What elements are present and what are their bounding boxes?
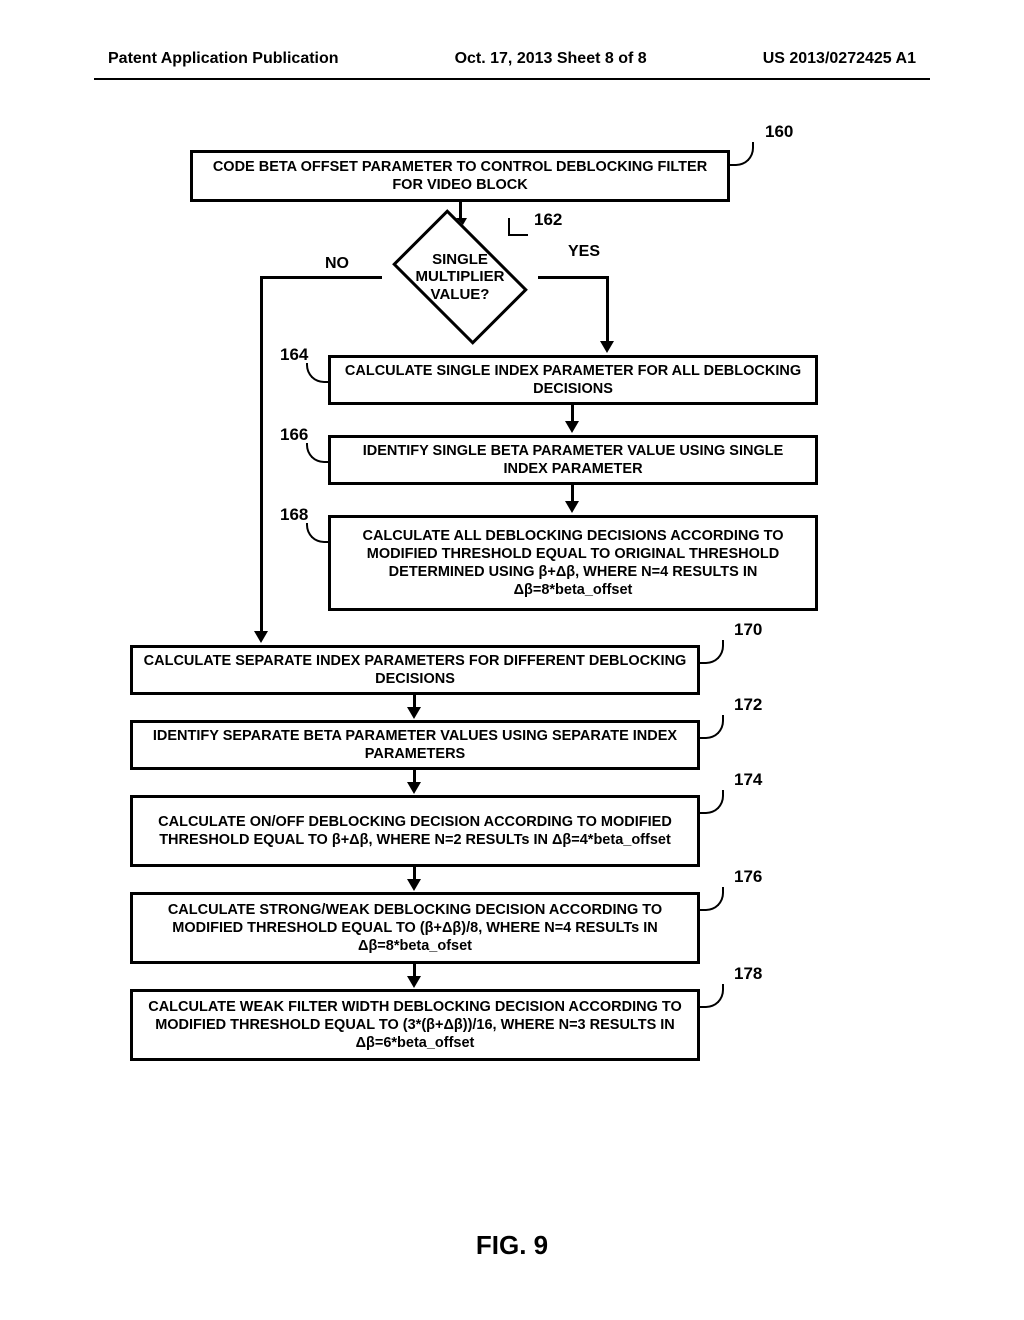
header-left: Patent Application Publication bbox=[108, 50, 339, 68]
label-160: 160 bbox=[765, 122, 793, 142]
leader-162 bbox=[508, 218, 528, 236]
header-rule bbox=[94, 78, 930, 80]
decision-node: SINGLEMULTIPLIERVALUE? bbox=[380, 222, 540, 332]
node-166-text: IDENTIFY SINGLE BETA PARAMETER VALUE USI… bbox=[341, 442, 805, 478]
label-no: NO bbox=[325, 255, 349, 273]
node-164-text: CALCULATE SINGLE INDEX PARAMETER FOR ALL… bbox=[341, 362, 805, 398]
label-164: 164 bbox=[280, 345, 308, 365]
label-168: 168 bbox=[280, 505, 308, 525]
node-170: CALCULATE SEPARATE INDEX PARAMETERS FOR … bbox=[130, 645, 700, 695]
arrowhead-172-174 bbox=[407, 782, 421, 794]
leader-164 bbox=[306, 363, 328, 383]
node-166: IDENTIFY SINGLE BETA PARAMETER VALUE USI… bbox=[328, 435, 818, 485]
page-header: Patent Application Publication Oct. 17, … bbox=[0, 50, 1024, 68]
leader-160 bbox=[730, 142, 754, 166]
leader-172 bbox=[700, 715, 724, 739]
node-160-text: CODE BETA OFFSET PARAMETER TO CONTROL DE… bbox=[203, 158, 717, 194]
label-172: 172 bbox=[734, 695, 762, 715]
edge-decision-no-h bbox=[260, 276, 382, 279]
arrowhead-174-176 bbox=[407, 879, 421, 891]
leader-168 bbox=[306, 523, 328, 543]
arrowhead-164-166 bbox=[565, 421, 579, 433]
arrowhead-166-168 bbox=[565, 501, 579, 513]
node-164: CALCULATE SINGLE INDEX PARAMETER FOR ALL… bbox=[328, 355, 818, 405]
node-176-text: CALCULATE STRONG/WEAK DEBLOCKING DECISIO… bbox=[143, 901, 687, 955]
label-yes: YES bbox=[568, 243, 600, 261]
arrowhead-yes bbox=[600, 341, 614, 353]
label-162: 162 bbox=[534, 210, 562, 230]
label-170: 170 bbox=[734, 620, 762, 640]
leader-166 bbox=[306, 443, 328, 463]
node-172: IDENTIFY SEPARATE BETA PARAMETER VALUES … bbox=[130, 720, 700, 770]
node-174-text: CALCULATE ON/OFF DEBLOCKING DECISION ACC… bbox=[143, 813, 687, 849]
header-center: Oct. 17, 2013 Sheet 8 of 8 bbox=[455, 50, 647, 68]
arrowhead-170-172 bbox=[407, 707, 421, 719]
edge-decision-yes-h bbox=[538, 276, 608, 279]
edge-decision-yes-v bbox=[606, 276, 609, 343]
node-168: CALCULATE ALL DEBLOCKING DECISIONS ACCOR… bbox=[328, 515, 818, 611]
leader-178 bbox=[700, 984, 724, 1008]
decision-text: SINGLEMULTIPLIERVALUE? bbox=[416, 251, 505, 303]
leader-176 bbox=[700, 887, 724, 911]
node-172-text: IDENTIFY SEPARATE BETA PARAMETER VALUES … bbox=[143, 727, 687, 763]
figure-caption: FIG. 9 bbox=[0, 1230, 1024, 1261]
flowchart: CODE BETA OFFSET PARAMETER TO CONTROL DE… bbox=[130, 150, 890, 1250]
node-178-text: CALCULATE WEAK FILTER WIDTH DEBLOCKING D… bbox=[143, 998, 687, 1052]
label-178: 178 bbox=[734, 964, 762, 984]
leader-170 bbox=[700, 640, 724, 664]
node-178: CALCULATE WEAK FILTER WIDTH DEBLOCKING D… bbox=[130, 989, 700, 1061]
node-176: CALCULATE STRONG/WEAK DEBLOCKING DECISIO… bbox=[130, 892, 700, 964]
header-right: US 2013/0272425 A1 bbox=[763, 50, 916, 68]
node-174: CALCULATE ON/OFF DEBLOCKING DECISION ACC… bbox=[130, 795, 700, 867]
label-166: 166 bbox=[280, 425, 308, 445]
node-170-text: CALCULATE SEPARATE INDEX PARAMETERS FOR … bbox=[143, 652, 687, 688]
label-176: 176 bbox=[734, 867, 762, 887]
label-174: 174 bbox=[734, 770, 762, 790]
edge-decision-no-v bbox=[260, 276, 263, 633]
node-160: CODE BETA OFFSET PARAMETER TO CONTROL DE… bbox=[190, 150, 730, 202]
node-168-text: CALCULATE ALL DEBLOCKING DECISIONS ACCOR… bbox=[341, 527, 805, 600]
leader-174 bbox=[700, 790, 724, 814]
arrowhead-176-178 bbox=[407, 976, 421, 988]
arrowhead-no bbox=[254, 631, 268, 643]
